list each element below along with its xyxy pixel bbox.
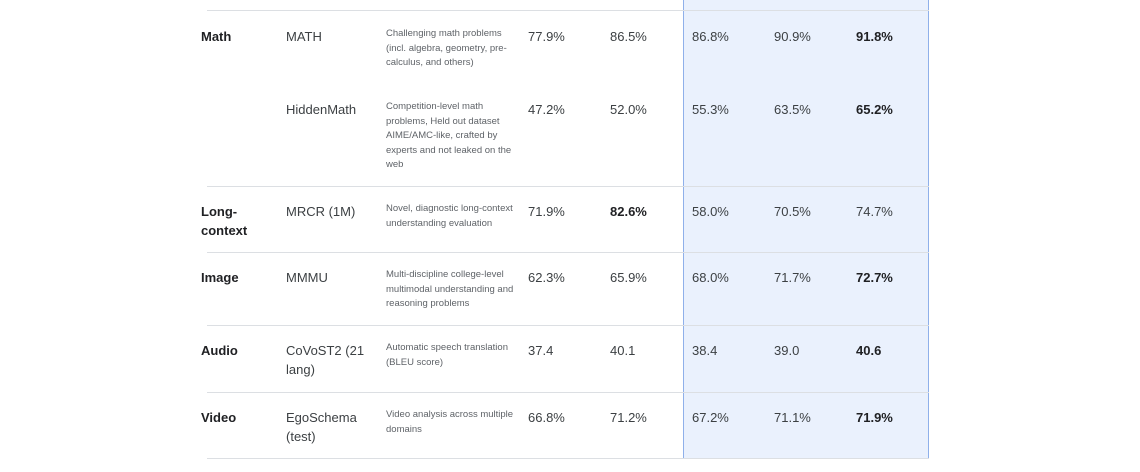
- score-cell: 38.4: [692, 343, 718, 358]
- score-cell: 70.5%: [774, 204, 811, 219]
- score-cell: 71.1%: [774, 410, 811, 425]
- score-cell: 39.0: [774, 343, 800, 358]
- category-cell: Image: [201, 270, 239, 285]
- row-divider: [207, 458, 929, 459]
- score-cell: 68.0%: [692, 270, 729, 285]
- score-cell: 71.2%: [610, 410, 647, 425]
- category-cell: Math: [201, 29, 232, 44]
- score-cell: 65.9%: [610, 270, 647, 285]
- score-cell: 63.5%: [774, 102, 811, 117]
- score-cell: 90.9%: [774, 29, 811, 44]
- row-divider: [207, 10, 929, 11]
- score-cell: 66.8%: [528, 410, 565, 425]
- best-score-cell: 65.2%: [856, 102, 893, 117]
- best-score-cell: 72.7%: [856, 270, 893, 285]
- score-cell: 62.3%: [528, 270, 565, 285]
- benchmark-cell: MATH: [286, 29, 322, 44]
- score-cell: 71.9%: [528, 204, 565, 219]
- category-cell: Long-context: [201, 204, 248, 238]
- category-cell: Video: [201, 410, 237, 425]
- row-divider: [207, 186, 929, 187]
- score-cell: 77.9%: [528, 29, 565, 44]
- benchmark-cell: CoVoST2 (21 lang): [286, 343, 365, 377]
- description-cell: Multi-discipline college-level multimoda…: [386, 269, 514, 309]
- score-cell: 40.1: [610, 343, 636, 358]
- benchmark-cell: HiddenMath: [286, 102, 357, 117]
- benchmark-cell: EgoSchema (test): [286, 410, 357, 444]
- description-cell: Competition-level math problems, Held ou…: [386, 101, 512, 170]
- score-cell: 86.8%: [692, 29, 729, 44]
- highlighted-columns: [683, 0, 929, 459]
- description-cell: Automatic speech translation (BLEU score…: [386, 342, 508, 368]
- row-divider: [207, 252, 929, 253]
- best-score-cell: 82.6%: [610, 204, 647, 219]
- score-cell: 67.2%: [692, 410, 729, 425]
- best-score-cell: 91.8%: [856, 29, 893, 44]
- row-divider: [207, 392, 929, 393]
- row-divider: [207, 325, 929, 326]
- score-cell: 86.5%: [610, 29, 647, 44]
- description-cell: Video analysis across multiple domains: [386, 409, 514, 435]
- description-cell: Novel, diagnostic long-context understan…: [386, 203, 513, 229]
- score-cell: 37.4: [528, 343, 554, 358]
- score-cell: 52.0%: [610, 102, 647, 117]
- category-cell: Audio: [201, 343, 238, 358]
- score-cell: 58.0%: [692, 204, 729, 219]
- benchmark-cell: MMMU: [286, 270, 328, 285]
- benchmark-cell: MRCR (1M): [286, 204, 356, 219]
- score-cell: 55.3%: [692, 102, 729, 117]
- description-cell: Challenging math problems (incl. algebra…: [386, 28, 507, 68]
- score-cell: 47.2%: [528, 102, 565, 117]
- best-score-cell: 40.6: [856, 343, 882, 358]
- score-cell: 74.7%: [856, 204, 893, 219]
- best-score-cell: 71.9%: [856, 410, 893, 425]
- score-cell: 71.7%: [774, 270, 811, 285]
